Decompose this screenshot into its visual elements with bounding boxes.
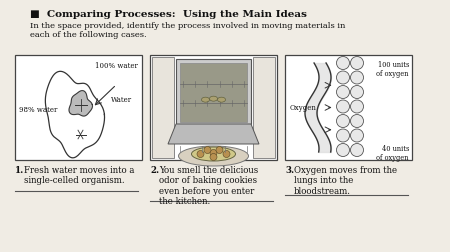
Text: 2.: 2. <box>150 165 159 174</box>
Text: ■  Comparing Processes:  Using the Main Ideas: ■ Comparing Processes: Using the Main Id… <box>30 10 307 19</box>
Ellipse shape <box>202 98 210 103</box>
Ellipse shape <box>192 147 235 161</box>
Circle shape <box>351 130 364 142</box>
Circle shape <box>216 147 223 154</box>
Circle shape <box>351 101 364 114</box>
Text: You smell the delicious
odor of baking cookies
even before you enter
the kitchen: You smell the delicious odor of baking c… <box>159 165 258 205</box>
Circle shape <box>210 154 217 161</box>
Ellipse shape <box>210 97 217 102</box>
Circle shape <box>337 101 350 114</box>
Text: Oxygen: Oxygen <box>290 104 317 112</box>
Text: Water: Water <box>111 95 131 103</box>
Text: Oxygen moves from the
lungs into the
bloodstream.: Oxygen moves from the lungs into the blo… <box>294 165 397 195</box>
Bar <box>285 56 412 160</box>
Circle shape <box>337 72 350 85</box>
Circle shape <box>351 86 364 99</box>
Bar <box>15 56 142 160</box>
Bar <box>176 60 251 124</box>
Circle shape <box>351 72 364 85</box>
Circle shape <box>337 144 350 157</box>
Text: 100% water: 100% water <box>95 62 138 70</box>
Text: 100 units
of oxygen: 100 units of oxygen <box>377 61 409 78</box>
Circle shape <box>337 57 350 70</box>
Bar <box>180 64 247 122</box>
Ellipse shape <box>217 98 225 103</box>
Text: 98% water: 98% water <box>19 105 58 113</box>
Bar <box>150 56 277 160</box>
Circle shape <box>351 115 364 128</box>
Circle shape <box>337 115 350 128</box>
Circle shape <box>337 86 350 99</box>
Bar <box>152 58 174 158</box>
Circle shape <box>351 57 364 70</box>
Text: 40 units
of oxygen: 40 units of oxygen <box>377 144 409 162</box>
Bar <box>253 58 275 158</box>
Ellipse shape <box>179 146 248 166</box>
Circle shape <box>210 150 217 157</box>
Polygon shape <box>168 124 259 144</box>
Circle shape <box>337 130 350 142</box>
Polygon shape <box>45 72 104 158</box>
Circle shape <box>351 144 364 157</box>
Text: Fresh water moves into a
single-celled organism.: Fresh water moves into a single-celled o… <box>24 165 135 185</box>
Circle shape <box>223 151 230 158</box>
Circle shape <box>204 147 211 154</box>
Text: In the space provided, identify the process involved in moving materials in
each: In the space provided, identify the proc… <box>30 22 346 39</box>
Polygon shape <box>69 91 92 117</box>
Circle shape <box>197 151 204 158</box>
Text: 3.: 3. <box>285 165 294 174</box>
Text: 1.: 1. <box>15 165 24 174</box>
